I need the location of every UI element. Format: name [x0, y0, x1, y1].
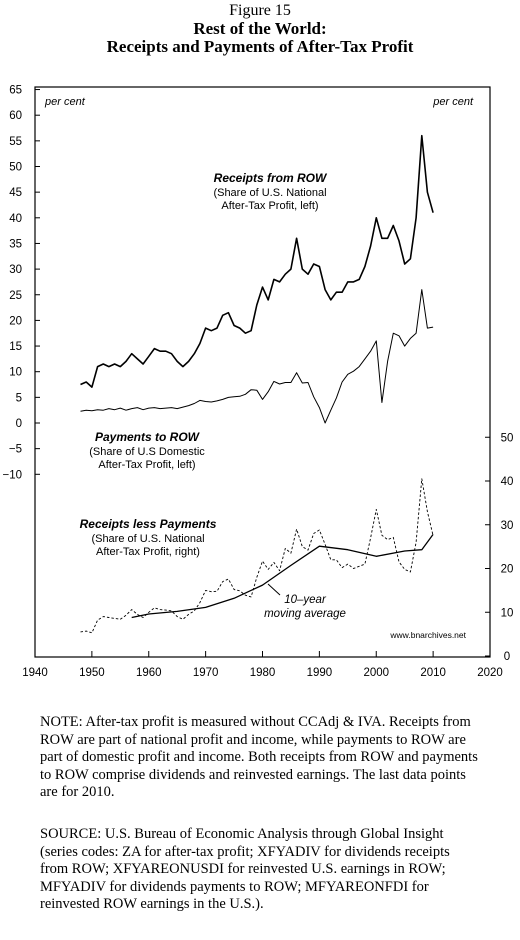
receipts-desc2: After-Tax Profit, left)	[221, 200, 318, 212]
series-line-receipts-from-row	[80, 134, 434, 388]
series-layer	[80, 134, 434, 634]
series-line-payments-to-row	[80, 289, 434, 424]
payments-desc1: (Share of U.S Domestic	[89, 446, 205, 458]
x-tick-label: 1990	[307, 667, 333, 679]
x-tick-label: 1940	[22, 667, 48, 679]
x-tick-label: 2000	[363, 667, 389, 679]
left-tick-label: −10	[2, 469, 22, 481]
left-tick-label: 15	[9, 341, 22, 353]
x-tick-label: 1980	[250, 667, 276, 679]
x-tick-label: 1960	[136, 667, 162, 679]
source-paragraph: SOURCE: U.S. Bureau of Economic Analysis…	[40, 826, 450, 912]
right-tick-label: 0	[504, 651, 510, 663]
left-tick-label: 60	[9, 110, 22, 122]
series-line-10-year-moving-average	[131, 534, 434, 619]
right-axis: 50 40 30 20 10 0	[485, 432, 513, 663]
right-tick-label: 20	[501, 564, 514, 576]
receipts-label: Receipts from ROW	[214, 171, 328, 185]
x-tick-label: 1970	[193, 667, 219, 679]
right-tick-label: 40	[501, 476, 514, 488]
left-tick-label: 10	[9, 367, 22, 379]
left-tick-label: 65	[9, 85, 22, 97]
diff-desc1: (Share of U.S. National	[91, 533, 204, 545]
chart-svg: 1940 1950 1960 1970 1980 1990 2000 2010 2020 656…	[2, 85, 513, 679]
left-tick-label: 30	[9, 264, 22, 276]
right-tick-label: 10	[501, 607, 514, 619]
left-tick-label: 20	[9, 315, 22, 327]
figure-number: Figure 15	[229, 2, 291, 19]
left-units-label: per cent	[44, 96, 86, 108]
receipts-desc1: (Share of U.S. National	[213, 187, 326, 199]
source-tag: www.bnarchives.net	[389, 630, 466, 640]
left-tick-label: 35	[9, 238, 22, 250]
x-tick-label: 2010	[420, 667, 446, 679]
left-tick-label: 45	[9, 187, 22, 199]
left-tick-label: 40	[9, 213, 22, 225]
diff-desc2: After-Tax Profit, right)	[96, 546, 200, 558]
x-tick-label: 2020	[477, 667, 503, 679]
x-axis: 1940 1950 1960 1970 1980 1990 2000 2010 2020	[22, 651, 503, 679]
chart-title-line1: Rest of the World:	[193, 19, 327, 38]
ma-label-line2: moving average	[264, 608, 346, 620]
left-tick-label: 25	[9, 290, 22, 302]
right-units-label: per cent	[432, 96, 474, 108]
payments-desc2: After-Tax Profit, left)	[98, 459, 195, 471]
payments-label: Payments to ROW	[95, 430, 201, 444]
left-tick-label: 0	[16, 418, 22, 430]
right-tick-label: 50	[501, 432, 514, 444]
note-paragraph: NOTE: After-tax profit is measured witho…	[40, 714, 478, 800]
left-tick-label: 55	[9, 136, 22, 148]
left-tick-label: 5	[16, 392, 22, 404]
ma-label-line1: 10–year	[284, 594, 327, 606]
right-tick-label: 30	[501, 520, 514, 532]
chart-titles: Figure 15 Rest of the World: Receipts an…	[0, 2, 520, 56]
note-text: NOTE: After-tax profit is measured witho…	[40, 714, 480, 802]
diff-label: Receipts less Payments	[80, 517, 217, 531]
source-text: SOURCE: U.S. Bureau of Economic Analysis…	[40, 826, 480, 914]
left-tick-label: −5	[9, 444, 22, 456]
x-tick-label: 1950	[79, 667, 105, 679]
left-tick-label: 50	[9, 162, 22, 174]
ma-pointer	[267, 583, 281, 596]
chart-title-line2: Receipts and Payments of After-Tax Profi…	[106, 37, 414, 56]
